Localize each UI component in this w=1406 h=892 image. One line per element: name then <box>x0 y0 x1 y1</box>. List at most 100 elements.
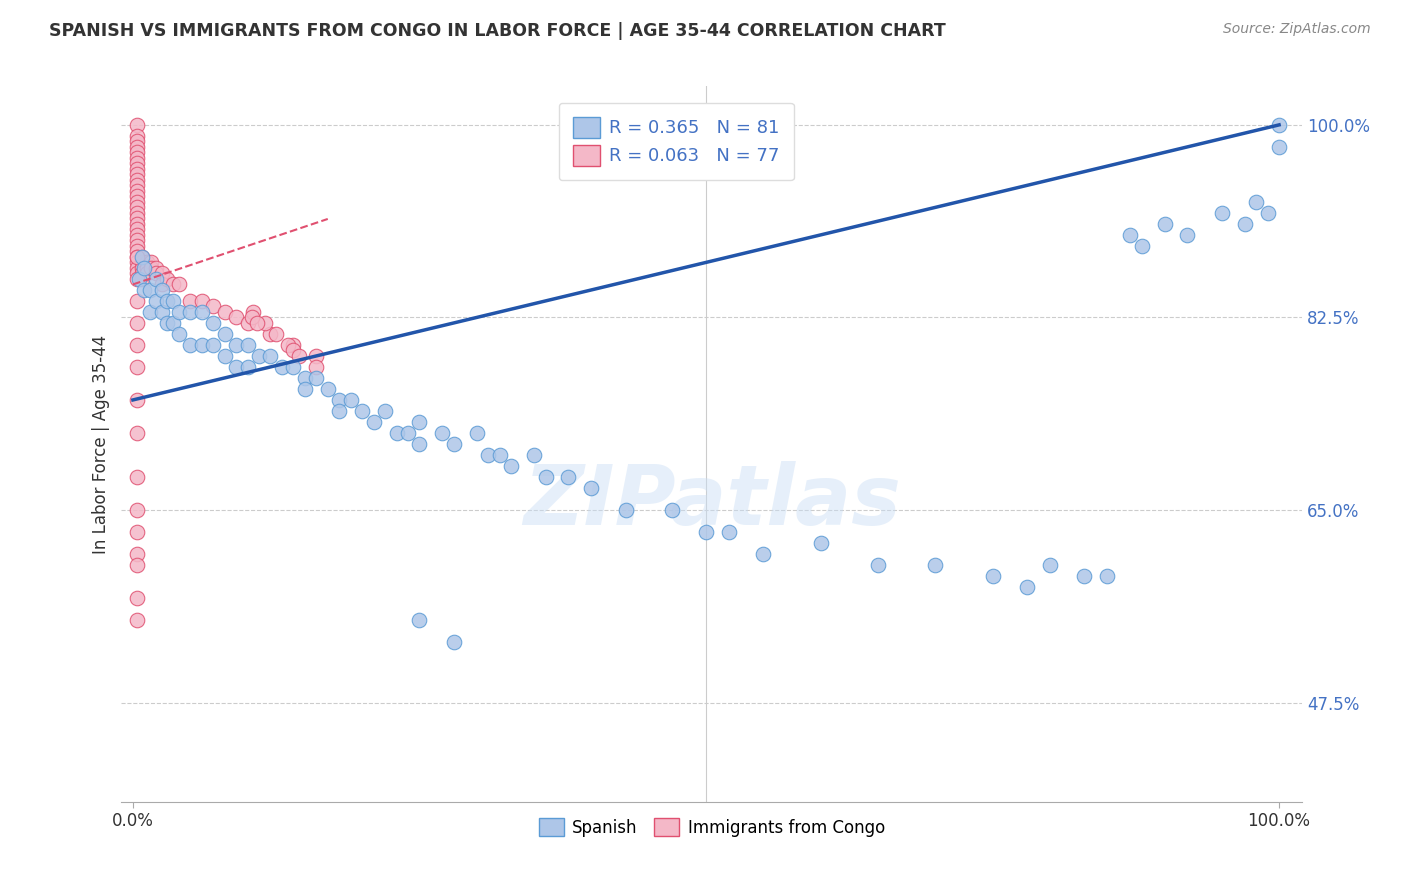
Point <box>127 338 149 352</box>
Point <box>127 250 149 264</box>
Point <box>752 547 775 561</box>
Point <box>127 217 149 231</box>
Point <box>283 343 305 358</box>
Point <box>127 255 149 269</box>
Point <box>202 316 225 330</box>
Point <box>557 470 579 484</box>
Point <box>167 305 190 319</box>
Point <box>179 338 201 352</box>
Point <box>179 305 201 319</box>
Point <box>305 349 328 363</box>
Point <box>408 613 430 627</box>
Point <box>225 310 247 325</box>
Point <box>264 326 287 341</box>
Point <box>127 524 149 539</box>
Point <box>1119 227 1142 242</box>
Point <box>134 283 156 297</box>
Point <box>1257 206 1279 220</box>
Point <box>150 283 173 297</box>
Y-axis label: In Labor Force | Age 35-44: In Labor Force | Age 35-44 <box>93 334 110 554</box>
Point <box>127 128 149 143</box>
Point <box>127 134 149 148</box>
Point <box>127 250 149 264</box>
Point <box>242 305 264 319</box>
Point <box>127 118 149 132</box>
Point <box>1211 206 1233 220</box>
Point <box>127 558 149 572</box>
Point <box>127 260 149 275</box>
Text: SPANISH VS IMMIGRANTS FROM CONGO IN LABOR FORCE | AGE 35-44 CORRELATION CHART: SPANISH VS IMMIGRANTS FROM CONGO IN LABO… <box>49 22 946 40</box>
Point <box>1073 569 1095 583</box>
Point <box>127 293 149 308</box>
Point <box>190 293 212 308</box>
Point <box>127 425 149 440</box>
Point <box>131 260 153 275</box>
Point <box>127 470 149 484</box>
Point <box>240 310 263 325</box>
Point <box>127 392 149 407</box>
Point <box>1095 569 1118 583</box>
Point <box>156 293 179 308</box>
Point <box>131 255 153 269</box>
Point <box>127 222 149 236</box>
Point <box>810 536 832 550</box>
Point <box>127 591 149 605</box>
Point <box>162 293 184 308</box>
Point <box>127 206 149 220</box>
Point <box>127 151 149 165</box>
Point <box>127 173 149 187</box>
Point <box>127 244 149 259</box>
Point <box>294 382 316 396</box>
Point <box>156 316 179 330</box>
Point <box>225 359 247 374</box>
Point <box>179 293 201 308</box>
Point <box>131 267 153 281</box>
Point <box>1153 217 1175 231</box>
Point <box>127 156 149 170</box>
Point <box>127 234 149 248</box>
Point <box>131 250 153 264</box>
Point <box>145 293 167 308</box>
Point <box>432 425 454 440</box>
Point <box>141 260 163 275</box>
Point <box>924 558 946 572</box>
Point <box>127 239 149 253</box>
Point <box>131 250 153 264</box>
Point <box>477 448 499 462</box>
Point <box>236 359 259 374</box>
Point <box>283 338 305 352</box>
Point <box>246 316 269 330</box>
Point <box>259 349 281 363</box>
Point <box>866 558 889 572</box>
Point <box>374 404 396 418</box>
Point <box>127 316 149 330</box>
Point <box>236 316 259 330</box>
Point <box>316 382 339 396</box>
Point <box>1177 227 1199 242</box>
Point <box>385 425 408 440</box>
Point <box>247 349 270 363</box>
Point <box>717 524 740 539</box>
Point <box>294 371 316 385</box>
Point <box>1130 239 1153 253</box>
Point <box>128 272 150 286</box>
Point <box>1244 194 1267 209</box>
Point <box>127 211 149 226</box>
Point <box>202 338 225 352</box>
Point <box>139 305 162 319</box>
Point <box>214 349 236 363</box>
Point <box>127 178 149 193</box>
Point <box>214 326 236 341</box>
Point <box>162 316 184 330</box>
Point <box>1233 217 1256 231</box>
Point <box>145 267 167 281</box>
Point <box>127 140 149 154</box>
Point <box>202 300 225 314</box>
Point <box>534 470 557 484</box>
Text: ZIPatlas: ZIPatlas <box>523 460 901 541</box>
Point <box>328 392 350 407</box>
Point <box>127 194 149 209</box>
Point <box>614 503 637 517</box>
Point <box>135 267 157 281</box>
Point <box>283 359 305 374</box>
